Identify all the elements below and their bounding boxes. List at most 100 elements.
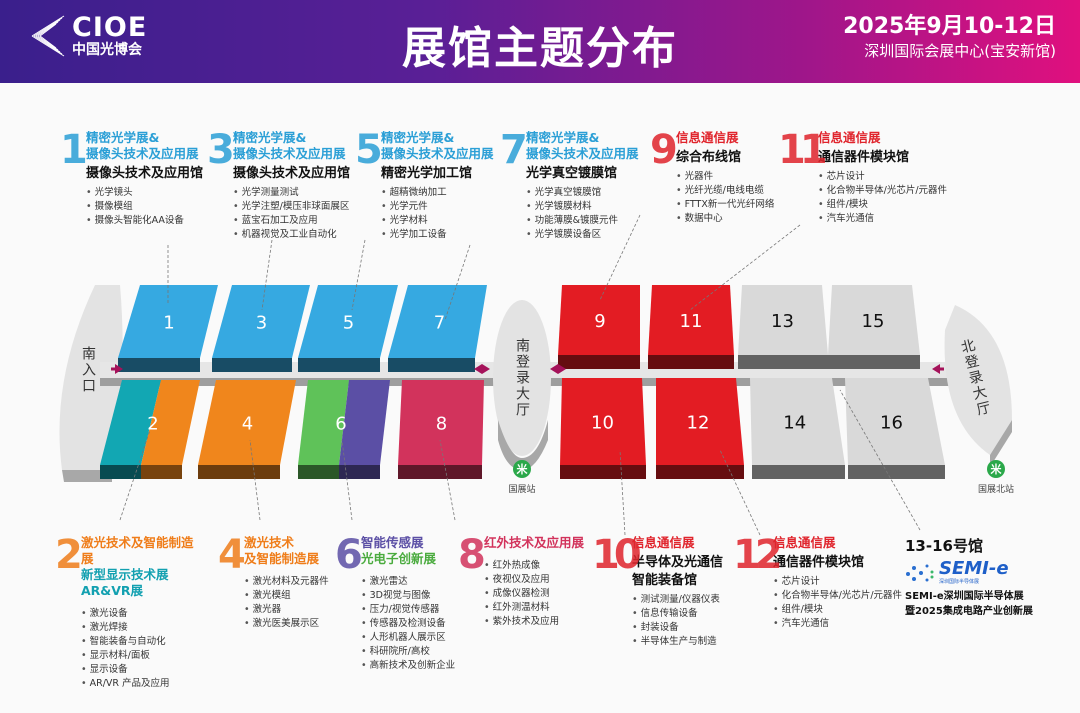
hall-block-body: 信息通信展半导体及光通信智能装备馆测试测量/仪器仪表信息传输设备封装设备半导体生… (632, 535, 762, 649)
exhibition-name: 摄像头技术及应用展 (526, 146, 639, 161)
exhibition-name: 信息通信展 (818, 130, 881, 145)
leader-line (689, 224, 801, 311)
category-item: 化合物半导体/光芯片/元器件 (773, 589, 903, 603)
cioe-logo-mark-icon (31, 15, 65, 57)
hall-4[interactable]: 4 (198, 380, 296, 479)
leader-line (351, 239, 366, 311)
category-list: 红外热成像夜视仪及应用成像仪器检测红外测温材料紫外技术及应用 (484, 559, 608, 629)
category-item: AR/VR 产品及应用 (81, 677, 205, 691)
south-entrance-building (59, 285, 123, 470)
exhibition-name: 精密光学展& (86, 130, 160, 145)
hall-top-face (118, 285, 218, 358)
hall-9[interactable]: 9 (558, 285, 640, 369)
hall-7[interactable]: 7 (388, 285, 487, 372)
hall-side-face (398, 465, 482, 479)
hall-11[interactable]: 11 (648, 285, 734, 369)
category-item: 汽车光通信 (773, 617, 903, 631)
hall-block-number: 3 (207, 127, 235, 173)
north-hall-side (990, 420, 1012, 467)
hall-top-face (558, 285, 640, 355)
hall-number-label: 4 (242, 414, 253, 435)
north-registration-hall[interactable] (944, 305, 1012, 455)
category-item: 封装设备 (632, 621, 762, 635)
hall-block-12: 12信息通信展通信器件模块馆芯片设计化合物半导体/光芯片/元器件组件/模块汽车光… (733, 535, 903, 631)
hall-8[interactable]: 8 (398, 380, 484, 479)
leader-line (249, 439, 261, 521)
hall-1[interactable]: 1 (118, 285, 218, 372)
category-item: 显示设备 (81, 663, 205, 677)
hall-block-1: 1精密光学展&摄像头技术及应用展摄像头技术及应用馆光学镜头摄像模组摄像头智能化A… (60, 130, 210, 228)
header-banner: CIOE 中国光博会 展馆主题分布 2025年9月10-12日 深圳国际会展中心… (0, 0, 1080, 83)
semi-line-1: SEMI-e深圳国际半导体展 (905, 591, 1024, 602)
hall-block-3: 3精密光学展&摄像头技术及应用展摄像头技术及应用馆光学测量测试光学注塑/模压非球… (207, 130, 357, 242)
exhibition-name: 信息通信展 (632, 535, 695, 550)
south-hall-side (498, 420, 548, 470)
leader-line (341, 439, 353, 521)
leader-line (719, 449, 761, 536)
hall-top-face (648, 285, 734, 355)
category-item: 测试测量/仪器仪表 (632, 593, 762, 607)
hall-block-number: 8 (458, 532, 486, 578)
hall-top-face (198, 380, 296, 465)
category-list: 光器件光纤光缆/电线电缆FTTX新一代光纤网络数据中心 (676, 170, 800, 226)
hall-14[interactable]: 14 (750, 378, 845, 479)
hall-16[interactable]: 16 (845, 378, 945, 479)
category-item: FTTX新一代光纤网络 (676, 198, 800, 212)
hall-top-face (212, 285, 310, 358)
hall-block-5: 5精密光学展&摄像头技术及应用展精密光学加工馆超精微纳加工光学元件光学材料光学加… (355, 130, 505, 242)
hall-10[interactable]: 10 (560, 378, 646, 479)
category-item: 传感器及检测设备 (361, 617, 485, 631)
hall-top-face (738, 285, 828, 355)
hall-block-8: 8红外技术及应用展红外热成像夜视仪及应用成像仪器检测红外测温材料紫外技术及应用 (458, 535, 608, 629)
hall-5[interactable]: 5 (298, 285, 398, 372)
category-list: 芯片设计化合物半导体/光芯片/元器件组件/模块汽车光通信 (773, 575, 903, 631)
hall-12[interactable]: 12 (656, 378, 744, 479)
category-item: 激光焊接 (81, 621, 205, 635)
hall-block-body: 激光技术及智能制造展新型显示技术展AR&VR展激光设备激光焊接智能装备与自动化显… (81, 535, 205, 691)
category-item: 光学真空镀膜馆 (526, 186, 650, 200)
hall-block-body: 精密光学展&摄像头技术及应用展光学真空镀膜馆光学真空镀膜馆光学镀膜材料功能薄膜&… (526, 130, 650, 242)
category-list: 激光雷达3D视觉与图像压力/视觉传感器传感器及检测设备人形机器人展示区科研院所/… (361, 575, 485, 673)
hall-side-face-b (339, 465, 380, 479)
hall-block-body: 激光技术及智能制造展激光材料及元器件激光模组激光器激光医美展示区 (244, 535, 368, 631)
category-item: 蓝宝石加工及应用 (233, 214, 357, 228)
hall-block-number: 12 (733, 532, 783, 578)
hall-block-body: 信息通信展通信器件模块馆芯片设计化合物半导体/光芯片/元器件组件/模块汽车光通信 (818, 130, 948, 226)
category-item: 摄像头智能化AA设备 (86, 214, 210, 228)
category-item: 紫外技术及应用 (484, 615, 608, 629)
south-registration-hall[interactable] (493, 300, 551, 456)
category-item: 汽车光通信 (818, 212, 948, 226)
category-item: 光学镀膜设备区 (526, 228, 650, 242)
north-metro-station-label: 国展北站 (978, 483, 1014, 495)
category-item: 光纤光缆/电线电缆 (676, 184, 800, 198)
hall-top-face (388, 285, 487, 358)
hall-top-face-b (141, 380, 200, 465)
category-item: 激光器 (244, 603, 368, 617)
hall-side-face (648, 355, 734, 369)
hall-6[interactable]: 6 (298, 380, 390, 479)
category-item: 高新技术及创新企业 (361, 659, 485, 673)
hall-top-face (656, 378, 744, 465)
event-date: 2025年9月10-12日 (843, 14, 1056, 39)
hall-number-label: 14 (783, 413, 806, 434)
category-item: 光学镀膜材料 (526, 200, 650, 214)
hall-side-face (118, 358, 200, 372)
hall-name: 精密光学加工馆 (381, 166, 473, 181)
hall-13[interactable]: 13 (738, 285, 828, 369)
hall-15[interactable]: 15 (828, 285, 920, 369)
exhibition-name-secondary: AR&VR展 (81, 583, 143, 598)
category-item: 红外热成像 (484, 559, 608, 573)
hall-block-body: 精密光学展&摄像头技术及应用展摄像头技术及应用馆光学镜头摄像模组摄像头智能化AA… (86, 130, 210, 228)
logo-en: CIOE (72, 12, 148, 43)
category-item: 光学注塑/模压非球面展区 (233, 200, 357, 214)
hall-3[interactable]: 3 (212, 285, 310, 372)
exhibition-name: 摄像头技术及应用展 (233, 146, 346, 161)
event-venue: 深圳国际会展中心(宝安新馆) (864, 42, 1056, 60)
hall-block-number: 11 (778, 127, 828, 173)
category-item: 光学材料 (381, 214, 505, 228)
exhibition-name-secondary: 新型显示技术展 (81, 567, 169, 582)
category-item: 光学镜头 (86, 186, 210, 200)
category-list: 光学真空镀膜馆光学镀膜材料功能薄膜&镀膜元件光学镀膜设备区 (526, 186, 650, 242)
hall-side-face (738, 355, 828, 369)
hall-side-face (212, 358, 292, 372)
